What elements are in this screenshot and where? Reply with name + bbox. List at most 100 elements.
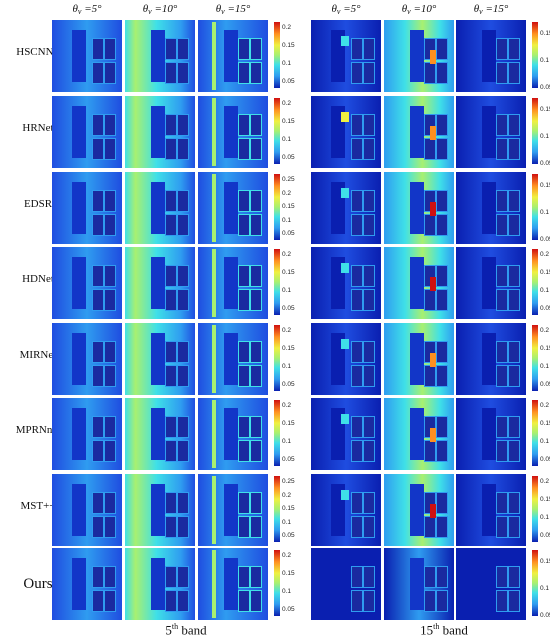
error-map-tile xyxy=(311,172,381,244)
colorbar-tick-label: 0.1 xyxy=(540,287,549,294)
facade-strip xyxy=(410,257,424,309)
band-number: 15 xyxy=(420,622,433,637)
window-patch xyxy=(165,62,177,84)
window-patch xyxy=(165,440,177,462)
colorbar-tick-label: 0.15 xyxy=(540,106,550,113)
colorbar-tick-label: 0.15 xyxy=(540,345,550,352)
colorbar-tick-label: 0.05 xyxy=(282,532,295,539)
window-patch xyxy=(92,214,104,236)
window-patch xyxy=(104,114,116,136)
window-patch xyxy=(496,62,508,84)
window-patch xyxy=(177,214,189,236)
window-patch xyxy=(351,492,363,514)
window-patch xyxy=(363,365,375,387)
colorbar-tick-label: 0.1 xyxy=(540,57,549,64)
hotspot xyxy=(341,112,349,122)
column-header-2-1: θv =5° xyxy=(311,3,381,16)
facade-strip xyxy=(410,106,424,158)
window-patch xyxy=(104,492,116,514)
error-map-tile xyxy=(456,172,526,244)
error-map-tile xyxy=(198,96,268,168)
column-header-1-1: θv =5° xyxy=(52,3,122,16)
band-word: band xyxy=(178,622,207,637)
hotspot xyxy=(341,414,349,424)
window-patch xyxy=(436,516,448,538)
hotspot xyxy=(341,490,349,500)
window-patch xyxy=(165,365,177,387)
window-patch xyxy=(436,365,448,387)
facade-strip xyxy=(72,333,86,385)
window-patch xyxy=(177,38,189,60)
angle-value: =15° xyxy=(483,3,509,15)
colorbar xyxy=(532,22,538,88)
window-patch xyxy=(436,590,448,612)
colorbar-tick-label: 0.15 xyxy=(282,345,295,352)
error-map-tile xyxy=(52,20,122,92)
colorbar-tick-label: 0.1 xyxy=(540,438,549,445)
colorbar-tick-label: 0.15 xyxy=(282,420,295,427)
error-map-tile xyxy=(198,548,268,620)
error-map-tile xyxy=(456,323,526,395)
window-patch xyxy=(92,566,104,588)
hotspot xyxy=(430,277,436,291)
window-patch xyxy=(508,516,520,538)
window-patch xyxy=(496,566,508,588)
window-patch xyxy=(436,114,448,136)
error-map-tile xyxy=(198,474,268,546)
angle-value: =5° xyxy=(81,3,101,15)
window-patch xyxy=(165,516,177,538)
colorbar-tick-label: 0.1 xyxy=(282,60,291,67)
facade-strip xyxy=(151,558,165,610)
error-map-tile xyxy=(456,20,526,92)
window-patch xyxy=(436,138,448,160)
window-patch xyxy=(363,265,375,287)
error-map-tile xyxy=(52,398,122,470)
angle-value: =10° xyxy=(411,3,437,15)
colorbar-tick-label: 0.1 xyxy=(540,363,549,370)
window-patch xyxy=(92,590,104,612)
edge-highlight xyxy=(212,400,216,468)
facade-strip xyxy=(151,257,165,309)
window-patch xyxy=(363,289,375,311)
window-patch xyxy=(508,138,520,160)
window-patch xyxy=(496,38,508,60)
hotspot xyxy=(430,504,436,518)
colorbar-tick-label: 0.1 xyxy=(540,209,549,216)
window-patch xyxy=(351,38,363,60)
window-patch xyxy=(496,265,508,287)
window-patch xyxy=(250,416,262,438)
window-patch xyxy=(165,114,177,136)
facade-strip xyxy=(482,558,496,610)
colorbar-tick-label: 0.1 xyxy=(282,287,291,294)
hotspot xyxy=(430,126,436,140)
window-patch xyxy=(424,62,436,84)
facade-strip xyxy=(72,182,86,234)
colorbar-tick-label: 0.15 xyxy=(540,182,550,189)
window-patch xyxy=(351,566,363,588)
colorbar-tick-label: 0.2 xyxy=(282,100,291,107)
error-map-tile xyxy=(198,247,268,319)
window-patch xyxy=(177,138,189,160)
colorbar-tick-label: 0.1 xyxy=(282,363,291,370)
facade-strip xyxy=(151,484,165,536)
window-patch xyxy=(238,590,250,612)
window-patch xyxy=(351,214,363,236)
hotspot xyxy=(341,263,349,273)
window-patch xyxy=(508,440,520,462)
window-patch xyxy=(92,416,104,438)
facade-strip xyxy=(224,106,238,158)
window-patch xyxy=(92,516,104,538)
colorbar-tick-label: 0.05 xyxy=(540,532,550,539)
colorbar-tick-label: 0.05 xyxy=(282,78,295,85)
window-patch xyxy=(238,566,250,588)
window-patch xyxy=(363,190,375,212)
window-patch xyxy=(92,289,104,311)
error-map-tile xyxy=(125,172,195,244)
error-map-tile xyxy=(456,247,526,319)
colorbar-tick-label: 0.1 xyxy=(282,136,291,143)
colorbar xyxy=(274,476,280,542)
window-patch xyxy=(104,440,116,462)
colorbar-tick-label: 0.15 xyxy=(540,558,550,565)
window-patch xyxy=(250,265,262,287)
window-patch xyxy=(250,590,262,612)
